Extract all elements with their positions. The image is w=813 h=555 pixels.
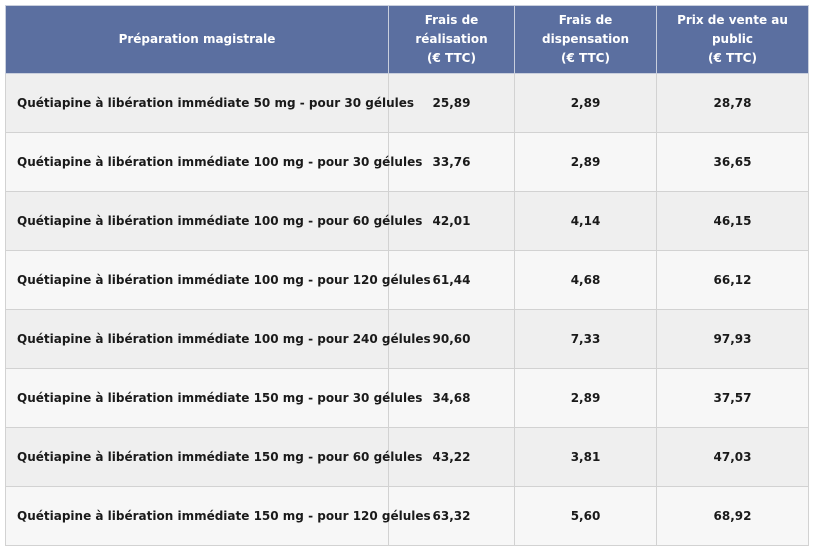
table-row: Quétiapine à libération immédiate 100 mg… [5, 309, 809, 369]
price-table-container: Préparation magistrale Frais de réalisat… [5, 5, 809, 546]
cell-frais-dispensation: 3,81 [514, 427, 657, 487]
cell-frais-dispensation: 5,60 [514, 486, 657, 546]
cell-prix-vente: 36,65 [656, 132, 809, 192]
cell-frais-dispensation: 2,89 [514, 132, 657, 192]
cell-frais-dispensation: 2,89 [514, 73, 657, 133]
header-prix-vente: Prix de vente au public (€ TTC) [656, 5, 809, 74]
cell-prix-vente: 37,57 [656, 368, 809, 428]
cell-frais-dispensation: 7,33 [514, 309, 657, 369]
cell-prix-vente: 97,93 [656, 309, 809, 369]
table-row: Quétiapine à libération immédiate 50 mg … [5, 73, 809, 133]
row-label: Quétiapine à libération immédiate 50 mg … [5, 73, 414, 133]
row-label: Quétiapine à libération immédiate 100 mg… [5, 309, 431, 369]
table-row: Quétiapine à libération immédiate 150 mg… [5, 486, 809, 546]
table-row: Quétiapine à libération immédiate 150 mg… [5, 368, 809, 428]
table-header-row: Préparation magistrale Frais de réalisat… [5, 5, 809, 74]
row-label: Quétiapine à libération immédiate 150 mg… [5, 368, 422, 428]
header-frais-dispensation-line2: (€ TTC) [561, 51, 610, 65]
cell-frais-realisation: 90,60 [388, 309, 515, 369]
header-frais-realisation-line2: (€ TTC) [427, 51, 476, 65]
table-row: Quétiapine à libération immédiate 150 mg… [5, 427, 809, 487]
row-label: Quétiapine à libération immédiate 150 mg… [5, 486, 431, 546]
cell-prix-vente: 46,15 [656, 191, 809, 251]
cell-frais-realisation: 63,32 [388, 486, 515, 546]
cell-frais-realisation: 61,44 [388, 250, 515, 310]
header-preparation: Préparation magistrale [5, 5, 389, 74]
row-label: Quétiapine à libération immédiate 100 mg… [5, 132, 422, 192]
price-table: Préparation magistrale Frais de réalisat… [5, 5, 809, 546]
header-frais-realisation-line1: Frais de réalisation [415, 13, 488, 46]
cell-prix-vente: 68,92 [656, 486, 809, 546]
header-frais-realisation: Frais de réalisation (€ TTC) [388, 5, 515, 74]
header-frais-dispensation-line1: Frais de dispensation [542, 13, 629, 46]
header-prix-vente-line2: (€ TTC) [708, 51, 757, 65]
row-label: Quétiapine à libération immédiate 100 mg… [5, 191, 422, 251]
cell-prix-vente: 28,78 [656, 73, 809, 133]
table-row: Quétiapine à libération immédiate 100 mg… [5, 250, 809, 310]
cell-frais-dispensation: 4,14 [514, 191, 657, 251]
header-prix-vente-line1: Prix de vente au public [677, 13, 788, 46]
cell-prix-vente: 47,03 [656, 427, 809, 487]
cell-prix-vente: 66,12 [656, 250, 809, 310]
cell-frais-realisation: 43,22 [388, 427, 515, 487]
table-row: Quétiapine à libération immédiate 100 mg… [5, 191, 809, 251]
header-frais-dispensation: Frais de dispensation (€ TTC) [514, 5, 657, 74]
row-label: Quétiapine à libération immédiate 150 mg… [5, 427, 422, 487]
row-label: Quétiapine à libération immédiate 100 mg… [5, 250, 431, 310]
cell-frais-realisation: 25,89 [388, 73, 515, 133]
cell-frais-dispensation: 4,68 [514, 250, 657, 310]
cell-frais-realisation: 34,68 [388, 368, 515, 428]
table-row: Quétiapine à libération immédiate 100 mg… [5, 132, 809, 192]
cell-frais-dispensation: 2,89 [514, 368, 657, 428]
